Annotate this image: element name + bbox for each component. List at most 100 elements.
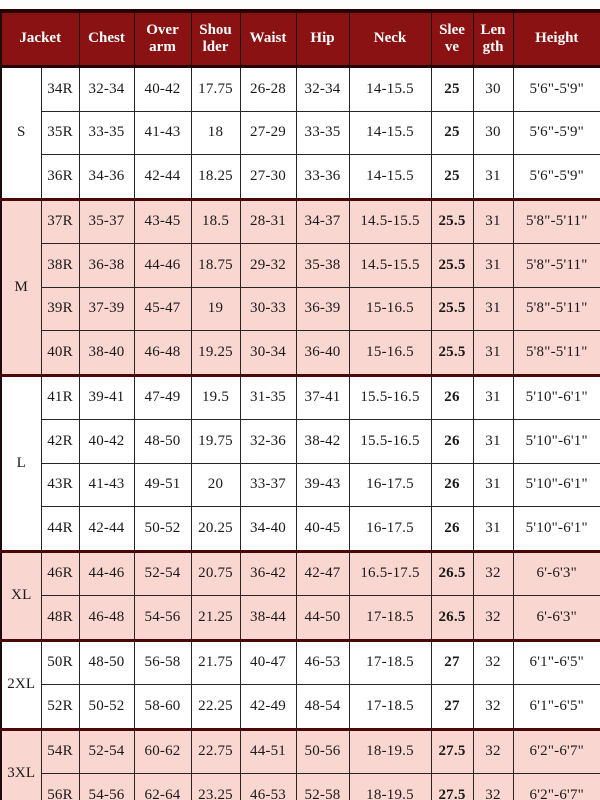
cell-length: 31 xyxy=(472,243,514,288)
cell-shoulder: 18 xyxy=(190,110,241,155)
cell-length: 32 xyxy=(472,638,514,685)
cell-neck: 14.5-15.5 xyxy=(348,243,432,288)
size-group-label: 3XL xyxy=(0,727,42,800)
cell-shoulder: 18.5 xyxy=(190,197,241,244)
cell-length: 31 xyxy=(472,506,514,552)
cell-waist: 34-40 xyxy=(239,506,297,552)
cell-waist: 30-33 xyxy=(239,286,297,331)
cell-waist: 27-29 xyxy=(239,110,297,155)
cell-size: 50R xyxy=(40,638,80,685)
col-header-jacket: Jacket xyxy=(0,9,80,68)
cell-shoulder: 18.25 xyxy=(190,154,241,200)
col-header-overarm: Over arm xyxy=(133,9,192,68)
table-row: 36R 34-36 42-44 18.25 27-30 33-36 14-15.5 25 31 5… xyxy=(1,154,600,200)
header-row: Jacket Chest Over arm Shou lder Waist Hi… xyxy=(0,9,600,68)
cell-overarm: 43-45 xyxy=(133,197,192,244)
cell-shoulder: 21.25 xyxy=(190,595,241,641)
cell-length: 32 xyxy=(472,773,514,800)
cell-neck: 16.5-17.5 xyxy=(348,549,432,596)
cell-sleeve: 26.5 xyxy=(430,549,474,596)
cell-chest: 35-37 xyxy=(78,197,135,244)
cell-overarm: 60-62 xyxy=(133,727,192,774)
cell-hip: 46-53 xyxy=(295,638,350,685)
cell-shoulder: 17.75 xyxy=(190,65,241,112)
cell-size: 38R xyxy=(40,243,80,288)
cell-height: 5'8"-5'11" xyxy=(512,197,600,244)
cell-waist: 32-36 xyxy=(239,419,297,464)
cell-overarm: 62-64 xyxy=(133,773,192,800)
cell-shoulder: 22.25 xyxy=(190,684,241,730)
cell-chest: 41-43 xyxy=(78,462,135,507)
cell-chest: 40-42 xyxy=(78,419,135,464)
cell-waist: 28-31 xyxy=(239,197,297,244)
cell-size: 42R xyxy=(40,419,80,464)
size-table-body: S 34R 32-34 40-42 17.75 26-28 32-34 14-15.5 25 30… xyxy=(0,65,600,800)
cell-neck: 18-19.5 xyxy=(348,727,432,774)
cell-length: 31 xyxy=(472,286,514,331)
table-row: M 37R 35-37 43-45 18.5 28-31 34-37 14.5-15.5 25.… xyxy=(0,197,600,376)
cell-neck: 15.5-16.5 xyxy=(348,373,432,420)
cell-shoulder: 23.25 xyxy=(190,773,241,800)
size-group-label: S xyxy=(0,65,42,200)
cell-chest: 33-35 xyxy=(78,110,135,155)
cell-length: 32 xyxy=(472,549,514,596)
cell-sleeve: 27.5 xyxy=(430,773,474,800)
cell-neck: 15-16.5 xyxy=(348,330,432,376)
cell-chest: 37-39 xyxy=(78,286,135,331)
cell-size: 43R xyxy=(40,462,80,507)
cell-overarm: 47-49 xyxy=(133,373,192,420)
cell-sleeve: 25 xyxy=(430,65,474,112)
cell-shoulder: 19.75 xyxy=(190,419,241,464)
cell-waist: 33-37 xyxy=(239,462,297,507)
cell-overarm: 42-44 xyxy=(133,154,192,200)
cell-waist: 36-42 xyxy=(239,549,297,596)
cell-height: 5'10"-6'1" xyxy=(512,373,600,420)
cell-overarm: 40-42 xyxy=(133,65,192,112)
cell-height: 6'2"-6'7" xyxy=(512,773,600,800)
cell-overarm: 41-43 xyxy=(133,110,192,155)
cell-neck: 14-15.5 xyxy=(348,110,432,155)
cell-length: 32 xyxy=(472,595,514,641)
cell-hip: 39-43 xyxy=(295,462,350,507)
cell-size: 52R xyxy=(40,684,80,730)
cell-height: 5'8"-5'11" xyxy=(512,243,600,288)
cell-height: 5'6"-5'9" xyxy=(512,110,600,155)
table-row: 52R 50-52 58-60 22.25 42-49 48-54 17-18.5 27 32 6… xyxy=(1,684,600,730)
cell-height: 5'10"-6'1" xyxy=(512,506,600,552)
cell-chest: 42-44 xyxy=(78,506,135,552)
cell-overarm: 44-46 xyxy=(133,243,192,288)
cell-height: 5'10"-6'1" xyxy=(512,462,600,507)
cell-chest: 39-41 xyxy=(78,373,135,420)
cell-sleeve: 26 xyxy=(430,373,474,420)
cell-chest: 44-46 xyxy=(78,549,135,596)
cell-length: 32 xyxy=(472,727,514,774)
table-row: 35R 33-35 41-43 18 27-29 33-35 14-15.5 25 30 5'6"… xyxy=(1,110,600,155)
jacket-size-chart-table: Jacket Chest Over arm Shou lder Waist Hi… xyxy=(0,9,600,800)
cell-chest: 38-40 xyxy=(78,330,135,376)
cell-size: 56R xyxy=(40,773,80,800)
cell-length: 30 xyxy=(472,110,514,155)
cell-overarm: 54-56 xyxy=(133,595,192,641)
cell-size: 40R xyxy=(40,330,80,376)
cell-waist: 46-53 xyxy=(239,773,297,800)
cell-shoulder: 21.75 xyxy=(190,638,241,685)
table-row: 3XL 54R 52-54 60-62 22.75 44-51 50-56 18-19.5 27… xyxy=(0,727,600,800)
cell-shoulder: 18.75 xyxy=(190,243,241,288)
cell-neck: 18-19.5 xyxy=(348,773,432,800)
cell-chest: 32-34 xyxy=(78,65,135,112)
size-group-label: 2XL xyxy=(0,638,42,730)
cell-hip: 36-39 xyxy=(295,286,350,331)
cell-height: 6'-6'3" xyxy=(512,595,600,641)
cell-chest: 34-36 xyxy=(78,154,135,200)
cell-length: 31 xyxy=(472,462,514,507)
cell-height: 6'-6'3" xyxy=(512,549,600,596)
table-row: 40R 38-40 46-48 19.25 30-34 36-40 15-16.5 25.5 3… xyxy=(1,330,600,376)
cell-chest: 46-48 xyxy=(78,595,135,641)
col-header-waist: Waist xyxy=(239,9,297,68)
cell-hip: 52-58 xyxy=(295,773,350,800)
cell-height: 5'6"-5'9" xyxy=(512,65,600,112)
cell-hip: 48-54 xyxy=(295,684,350,730)
col-header-neck: Neck xyxy=(348,9,432,68)
cell-shoulder: 20.25 xyxy=(190,506,241,552)
cell-chest: 50-52 xyxy=(78,684,135,730)
